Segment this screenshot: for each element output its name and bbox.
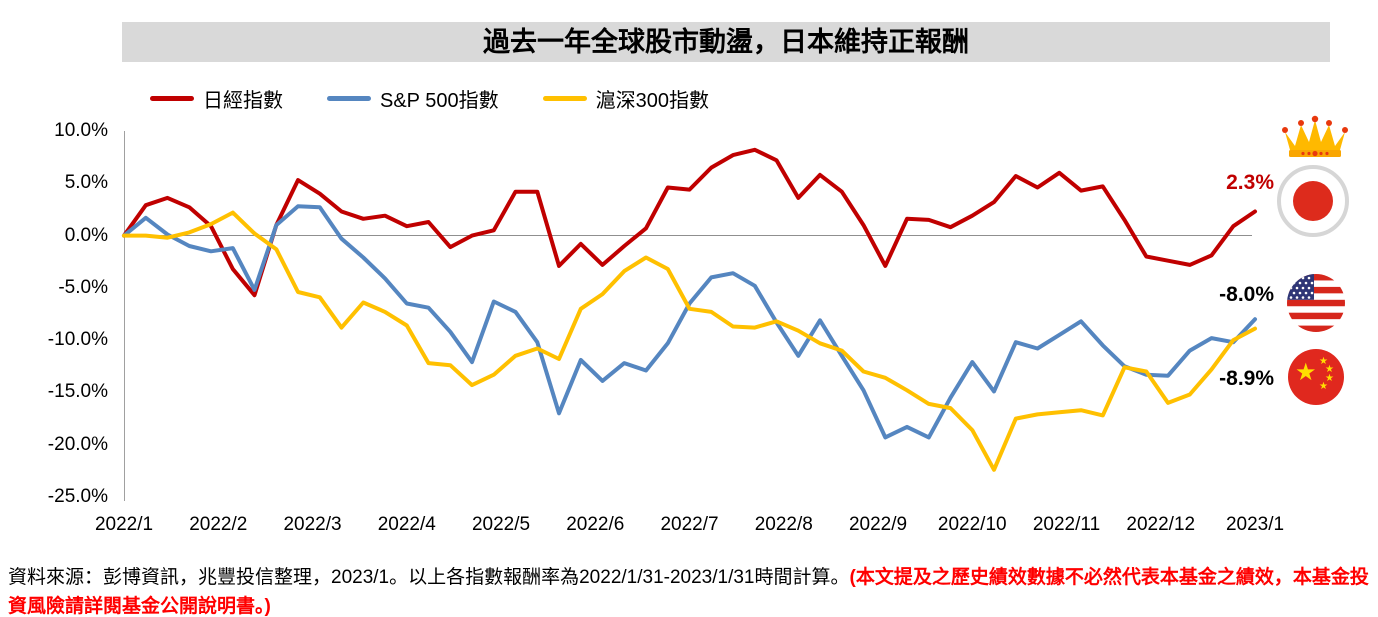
x-tick-label: 2022/8	[754, 514, 813, 535]
x-tick-label: 2023/1	[1225, 514, 1285, 535]
series-line-0	[122, 147, 1257, 298]
legend-item-1: S&P 500指數	[327, 84, 499, 113]
legend-item-0: 日經指數	[150, 84, 283, 113]
x-tick-label: 2022/10	[937, 514, 1007, 535]
legend-line-swatch	[542, 96, 587, 101]
x-tick-label: 2022/2	[189, 514, 248, 535]
y-tick-label: 5.0%	[64, 172, 108, 194]
svg-text:★: ★	[1325, 364, 1334, 375]
svg-text:★: ★	[1325, 373, 1334, 384]
legend-line-swatch	[327, 96, 371, 101]
source-note-red-disclaimer: (本文提及之歷史績效數據不必然代表本基金之績效，本基金投資風險請詳閱基金公開說明…	[8, 567, 1369, 617]
y-tick-label: -10.0%	[47, 329, 108, 351]
legend-label: 日經指數	[203, 90, 283, 112]
zero-gridline	[124, 235, 1252, 236]
x-tick-label: 2022/7	[660, 514, 719, 535]
china-return-label: -8.9%	[1219, 367, 1274, 390]
svg-text:★: ★	[1319, 381, 1328, 392]
legend-line-swatch	[150, 96, 194, 101]
chart-legend: 日經指數 S&P 500指數 滬深300指數	[150, 84, 709, 113]
legend-label: S&P 500指數	[380, 90, 499, 112]
y-tick-label: -5.0%	[58, 276, 108, 298]
x-tick-label: 2022/9	[848, 514, 908, 535]
crown-icon	[1281, 115, 1349, 160]
series-line-2	[122, 210, 1257, 472]
us-return-label: -8.0%	[1219, 283, 1274, 306]
series-line-1	[122, 204, 1257, 440]
svg-text:★: ★	[1319, 356, 1328, 367]
y-tick-label: 0.0%	[64, 224, 108, 246]
x-tick-label: 2022/5	[471, 514, 531, 535]
china-flag-icon: ★ ★ ★ ★ ★	[1288, 349, 1344, 405]
y-tick-label: 10.0%	[54, 120, 108, 141]
source-note: 資料來源：彭博資訊，兆豐投信整理，2023/1。以上各指數報酬率為2022/1/…	[8, 563, 1372, 617]
x-tick-label: 2022/4	[377, 514, 436, 535]
x-tick-label: 2022/6	[566, 514, 625, 535]
chart-title: 過去一年全球股市動盪，日本維持正報酬	[122, 22, 1330, 62]
legend-label: 滬深300指數	[595, 90, 709, 112]
x-tick-label: 2022/1	[94, 514, 154, 535]
svg-text:★: ★	[1295, 358, 1317, 386]
y-axis-line	[124, 131, 125, 501]
y-tick-label: -20.0%	[47, 433, 108, 455]
y-tick-label: -15.0%	[47, 381, 108, 403]
x-tick-label: 2022/11	[1032, 514, 1101, 535]
y-tick-label: -25.0%	[47, 486, 108, 507]
line-chart-plot	[122, 147, 1257, 472]
source-note-black: 資料來源：彭博資訊，兆豐投信整理，2023/1。以上各指數報酬率為2022/1/…	[8, 567, 850, 588]
japan-return-label: 2.3%	[1226, 171, 1274, 194]
x-tick-label: 2022/12	[1126, 514, 1196, 535]
x-tick-label: 2022/3	[283, 514, 342, 535]
legend-item-2: 滬深300指數	[542, 84, 709, 113]
us-flag-icon	[1287, 274, 1345, 332]
japan-flag-icon	[1277, 165, 1349, 237]
